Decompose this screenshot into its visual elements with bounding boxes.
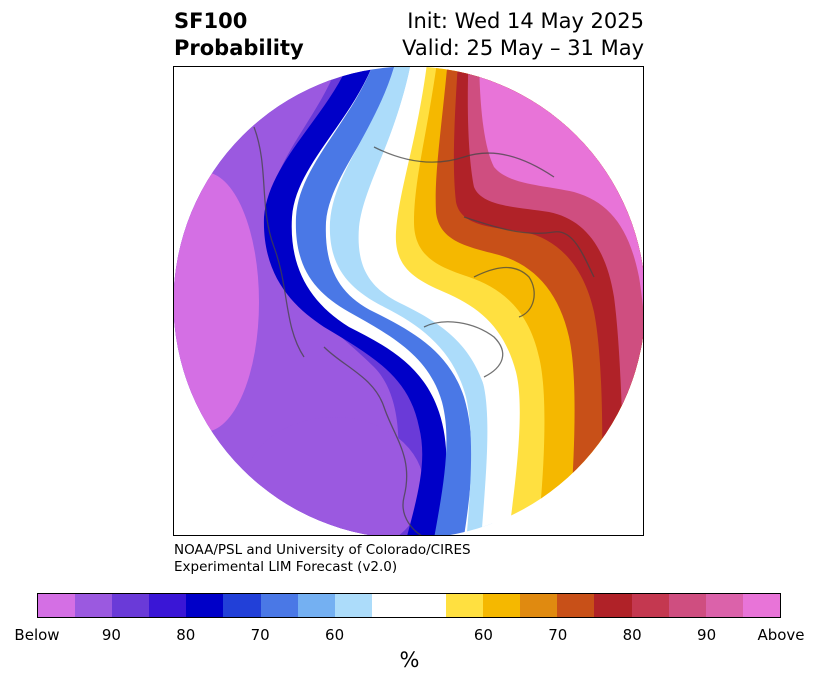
title-variable: SF100 <box>174 9 248 33</box>
colorbar-tick-label: Below <box>14 626 60 644</box>
colorbar-tick-label: 90 <box>101 626 121 644</box>
colorbar-segment <box>520 594 558 617</box>
colorbar-tick-label: Above <box>757 626 805 644</box>
probability-field <box>174 67 643 535</box>
colorbar-tick-label: 80 <box>176 626 196 644</box>
colorbar-labels: Below 90 80 70 60 60 70 80 90 Above <box>14 626 804 646</box>
colorbar-segment <box>446 594 484 617</box>
map-dates: Init: Wed 14 May 2025 Valid: 25 May – 31… <box>402 8 644 62</box>
colorbar-tick-label: 70 <box>548 626 568 644</box>
colorbar-segment <box>594 594 632 617</box>
colorbar-segment <box>297 594 335 617</box>
colorbar <box>37 593 781 618</box>
colorbar-segment <box>186 594 224 617</box>
valid-range: Valid: 25 May – 31 May <box>402 36 644 60</box>
colorbar-segment <box>223 594 261 617</box>
forecast-map <box>173 66 644 536</box>
colorbar-tick-label: 70 <box>250 626 270 644</box>
colorbar-segment <box>75 594 113 617</box>
map-title: SF100 Probability <box>174 8 304 62</box>
credit-text: NOAA/PSL and University of Colorado/CIRE… <box>174 542 471 576</box>
init-date: Init: Wed 14 May 2025 <box>407 9 644 33</box>
colorbar-segment <box>705 594 743 617</box>
colorbar-segment <box>557 594 595 617</box>
colorbar-segment <box>38 594 76 617</box>
polar-map-svg <box>174 67 643 535</box>
colorbar-segment <box>483 594 521 617</box>
colorbar-unit: % <box>399 648 420 672</box>
colorbar-segment <box>631 594 669 617</box>
coastlines <box>253 126 595 535</box>
colorbar-segment <box>742 594 780 617</box>
colorbar-segment <box>371 594 409 617</box>
colorbar-tick-label: 90 <box>697 626 717 644</box>
colorbar-segment <box>668 594 706 617</box>
colorbar-segment <box>334 594 372 617</box>
title-type: Probability <box>174 36 304 60</box>
colorbar-tick-label: 80 <box>622 626 642 644</box>
colorbar-segment <box>408 594 447 617</box>
colorbar-tick-label: 60 <box>325 626 345 644</box>
colorbar-segment <box>260 594 298 617</box>
colorbar-segment <box>112 594 150 617</box>
credit-line-2: Experimental LIM Forecast (v2.0) <box>174 559 398 575</box>
credit-line-1: NOAA/PSL and University of Colorado/CIRE… <box>174 542 471 558</box>
colorbar-segment <box>149 594 187 617</box>
colorbar-tick-label: 60 <box>473 626 493 644</box>
